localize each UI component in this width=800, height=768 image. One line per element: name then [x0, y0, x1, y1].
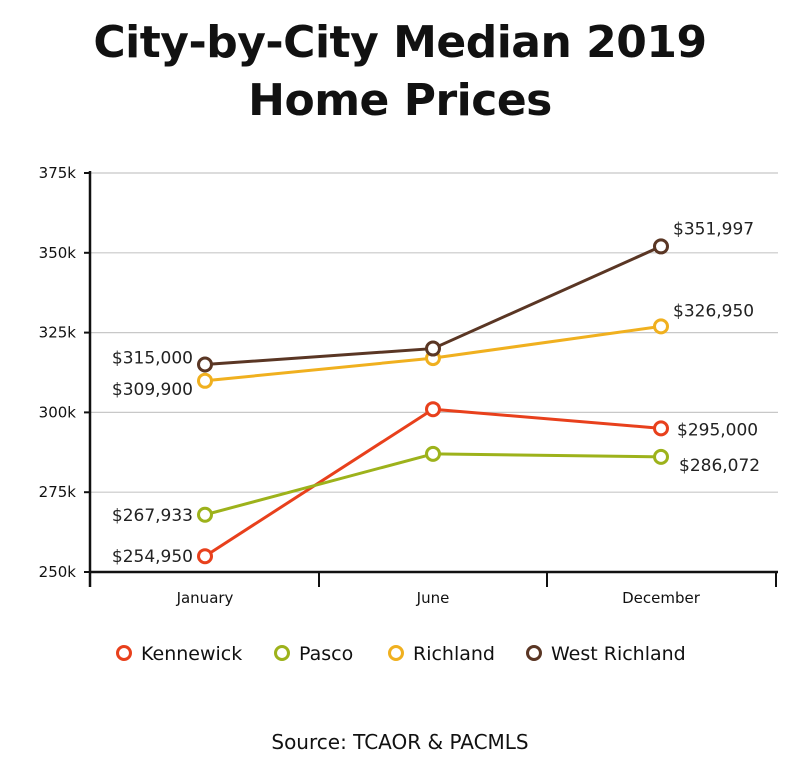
y-tick-label-250k: 250k: [39, 563, 77, 581]
point-kennewick-december: [653, 420, 669, 437]
series-line-pasco: [204, 452, 662, 517]
chart-title-line-1: City-by-City Median 2019: [93, 17, 707, 68]
data-label-kennewick-december: $295,000: [677, 420, 758, 440]
point-kennewick-june: [425, 401, 441, 418]
data-label-west-richland-december: $351,997: [673, 219, 754, 239]
legend-marker-pasco: [274, 645, 290, 661]
y-tick-label-375k: 375k: [39, 164, 77, 182]
legend-label-west-richland: West Richland: [551, 643, 686, 665]
data-label-pasco-january: $267,933: [112, 506, 193, 526]
y-tick-label-275k: 275k: [39, 483, 77, 501]
point-kennewick-january: [197, 548, 213, 565]
point-pasco-january: [197, 506, 213, 523]
legend-marker-kennewick: [116, 645, 132, 661]
data-label-richland-january: $309,900: [112, 380, 193, 400]
y-tick-label-325k: 325k: [39, 324, 77, 342]
source-note: Source: TCAOR & PACMLS: [271, 730, 529, 754]
series-line-kennewick: [204, 407, 662, 558]
legend-label-kennewick: Kennewick: [141, 643, 242, 665]
chart-title: City-by-City Median 2019 Home Prices: [0, 14, 800, 130]
data-label-kennewick-january: $254,950: [112, 547, 193, 567]
data-label-pasco-december: $286,072: [679, 456, 760, 476]
point-west-richland-june: [425, 340, 441, 357]
point-richland-december: [653, 318, 669, 335]
legend-marker-west-richland: [526, 645, 542, 661]
legend: Kennewick Pasco Richland West Richland: [116, 643, 686, 665]
y-tick-label-300k: 300k: [39, 403, 77, 421]
data-label-west-richland-january: $315,000: [112, 349, 193, 369]
x-tick-label-january: January: [176, 589, 234, 607]
point-pasco-december: [653, 448, 669, 465]
data-labels: $254,950 $295,000 $267,933 $286,072 $309,900…: [112, 219, 760, 567]
legend-label-richland: Richland: [413, 643, 495, 665]
x-tick-label-december: December: [622, 589, 701, 607]
point-pasco-june: [425, 445, 441, 462]
point-richland-january: [197, 372, 213, 389]
point-west-richland-january: [197, 356, 213, 373]
axes: 250k 275k 300k 325k 350k 375k January June Decem…: [39, 164, 778, 607]
series-lines: [197, 238, 669, 565]
legend-label-pasco: Pasco: [299, 643, 353, 665]
chart-title-line-2: Home Prices: [248, 75, 552, 126]
data-label-richland-december: $326,950: [673, 301, 754, 321]
x-tick-label-june: June: [416, 589, 450, 607]
point-west-richland-december: [653, 238, 669, 255]
y-tick-label-350k: 350k: [39, 244, 77, 262]
legend-marker-richland: [388, 645, 404, 661]
